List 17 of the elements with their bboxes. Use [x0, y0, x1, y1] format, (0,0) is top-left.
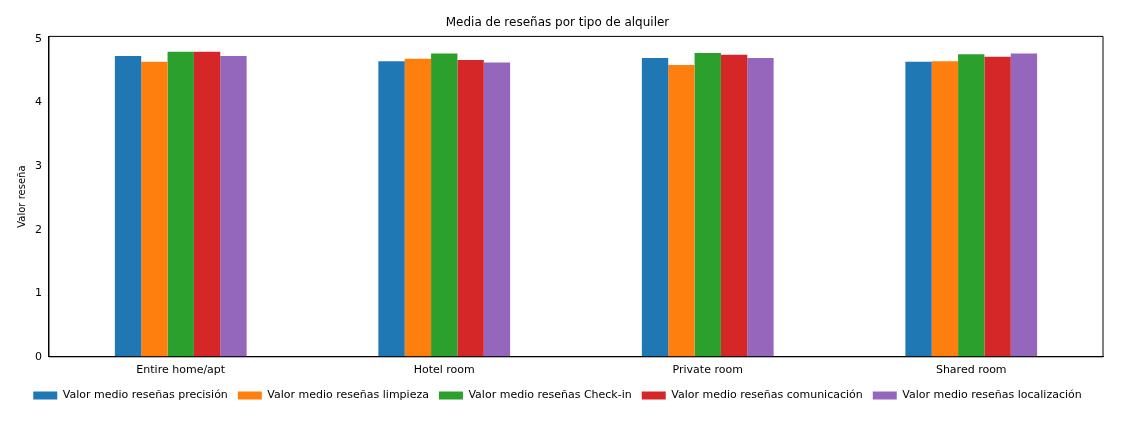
y-tick-label: 3: [35, 158, 42, 172]
y-tick-label: 2: [35, 222, 42, 236]
x-tick-label: Hotel room: [413, 363, 475, 377]
y-tick-label: 4: [35, 95, 42, 109]
x-tick-label: Entire home/apt: [136, 363, 226, 377]
legend-label: Valor medio reseñas comunicación: [671, 388, 863, 402]
legend-label: Valor medio reseñas Check-in: [468, 388, 632, 402]
y-tick-label: 5: [35, 31, 42, 45]
legend-label: Valor medio reseñas precisión: [62, 388, 228, 402]
y-axis-title: Valor reseña: [15, 165, 27, 228]
chart-title: Media de reseñas por tipo de alquiler: [445, 15, 670, 30]
x-tick-label: Private room: [672, 363, 743, 377]
y-tick-label: 0: [35, 349, 42, 363]
y-tick-label: 1: [35, 286, 42, 300]
x-tick-label: Shared room: [935, 363, 1007, 377]
legend-label: Valor medio reseñas localización: [902, 388, 1082, 402]
legend-label: Valor medio reseñas limpieza: [267, 388, 429, 402]
